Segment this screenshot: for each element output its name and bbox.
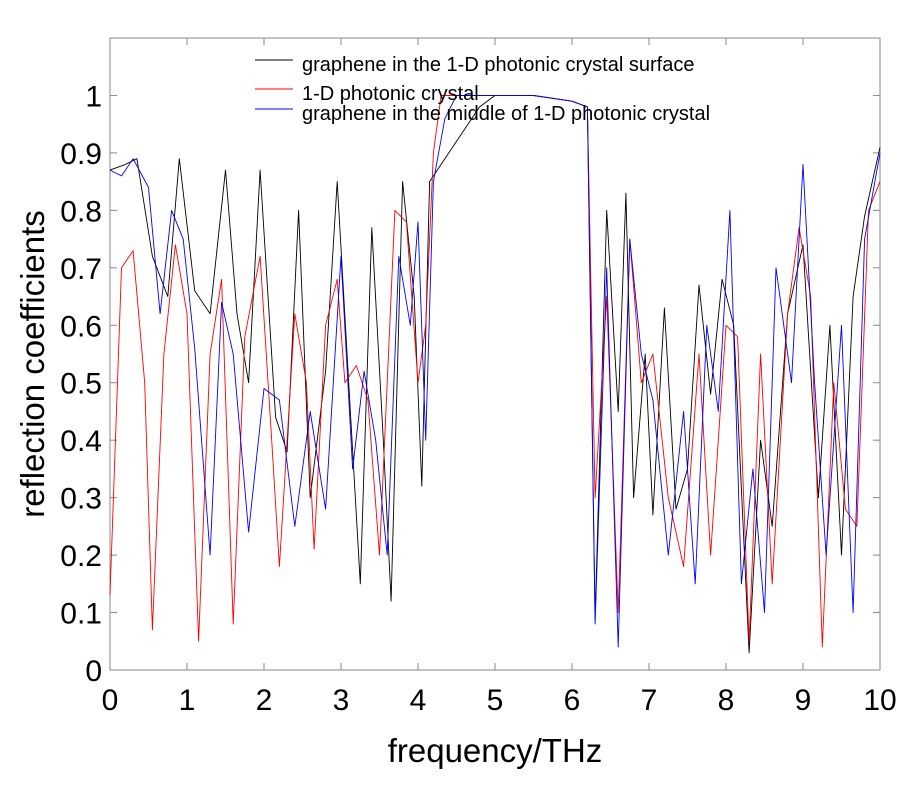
x-tick-label: 0 [102,684,119,717]
y-tick-label: 0.4 [60,425,102,458]
legend-label-3: graphene in the middle of 1-D photonic c… [302,103,710,125]
y-tick-label: 0.9 [60,138,102,171]
series-line-3 [109,95,881,648]
y-tick-label: 0.5 [60,368,102,401]
x-tick-label: 5 [487,684,504,717]
x-tick-label: 9 [795,684,812,717]
y-tick-label: 1 [85,80,102,113]
x-tick-label: 8 [718,684,735,717]
series-line-1 [109,95,881,654]
x-tick-label: 6 [564,684,581,717]
y-tick-label: 0.7 [60,253,102,286]
x-tick-label: 3 [333,684,350,717]
axis-ticks: 0 1 2 3 4 5 6 7 8 9 10 0 0.1 0.2 0.3 0.4 0.5 0.6 0.7 0.8 0.9… [60,38,897,717]
series-line-2 [109,95,881,648]
x-axis-title: frequency/THz [388,732,603,769]
legend-label-2: 1-D photonic crystal [302,83,479,105]
legend: graphene in the 1-D photonic crystal sur… [255,54,710,125]
y-tick-label: 0.8 [60,195,102,228]
x-tick-label: 10 [863,684,896,717]
x-tick-label: 1 [179,684,196,717]
y-tick-label: 0.6 [60,310,102,343]
y-tick-label: 0.3 [60,483,102,516]
y-tick-label: 0.2 [60,540,102,573]
x-tick-label: 4 [410,684,427,717]
series-layer [109,95,881,654]
y-tick-label: 0.1 [60,598,102,631]
y-tick-label: 0 [85,655,102,688]
x-tick-label: 2 [256,684,273,717]
plot-frame [109,37,881,671]
x-tick-label: 7 [641,684,658,717]
y-axis-title: reflection coefficients [14,210,51,518]
legend-label-1: graphene in the 1-D photonic crystal sur… [302,54,694,76]
